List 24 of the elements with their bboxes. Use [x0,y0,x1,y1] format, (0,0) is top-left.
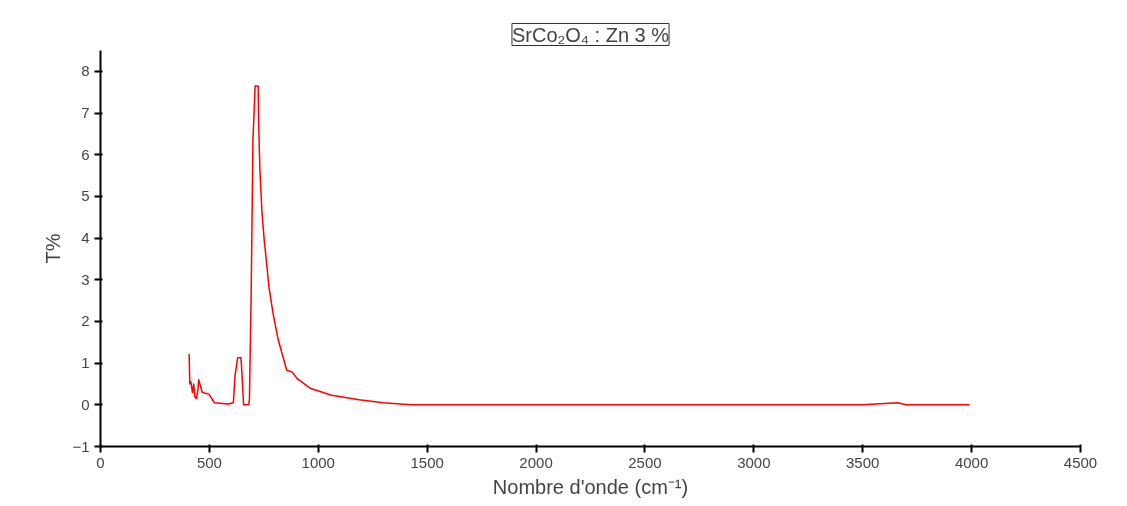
y-tick-label: 6 [81,145,90,163]
line-series [188,85,971,406]
y-tick-label: 2 [81,312,90,330]
y-tick-label: 0 [81,395,90,413]
x-tick-label: 4500 [1063,453,1098,471]
x-tick-label: 500 [196,453,222,471]
y-tick-label: 7 [81,104,90,122]
x-tick-label: 1000 [301,453,335,471]
x-tick-label: 3000 [737,453,771,471]
x-tick-label: 2500 [628,453,662,471]
y-tick-label: −1 [72,437,90,455]
y-tick-label: 4 [81,229,90,247]
y-tick-label: 1 [81,354,90,372]
x-tick-label: 4000 [954,453,989,471]
y-axis-title: T% [42,233,65,264]
y-tick-label: 5 [81,187,90,205]
x-tick-label: 1500 [410,453,444,471]
y-tick-label: 8 [81,62,90,80]
x-tick-label: 2000 [519,453,553,471]
y-tick-label: 3 [81,270,90,288]
x-tick-label: 0 [96,453,105,471]
chart-title: SrCo₂O₄ : Zn 3 % [511,23,670,46]
x-tick-label: 3500 [846,453,880,471]
x-axis-title: Nombre d'onde (cm⁻¹) [492,475,689,498]
